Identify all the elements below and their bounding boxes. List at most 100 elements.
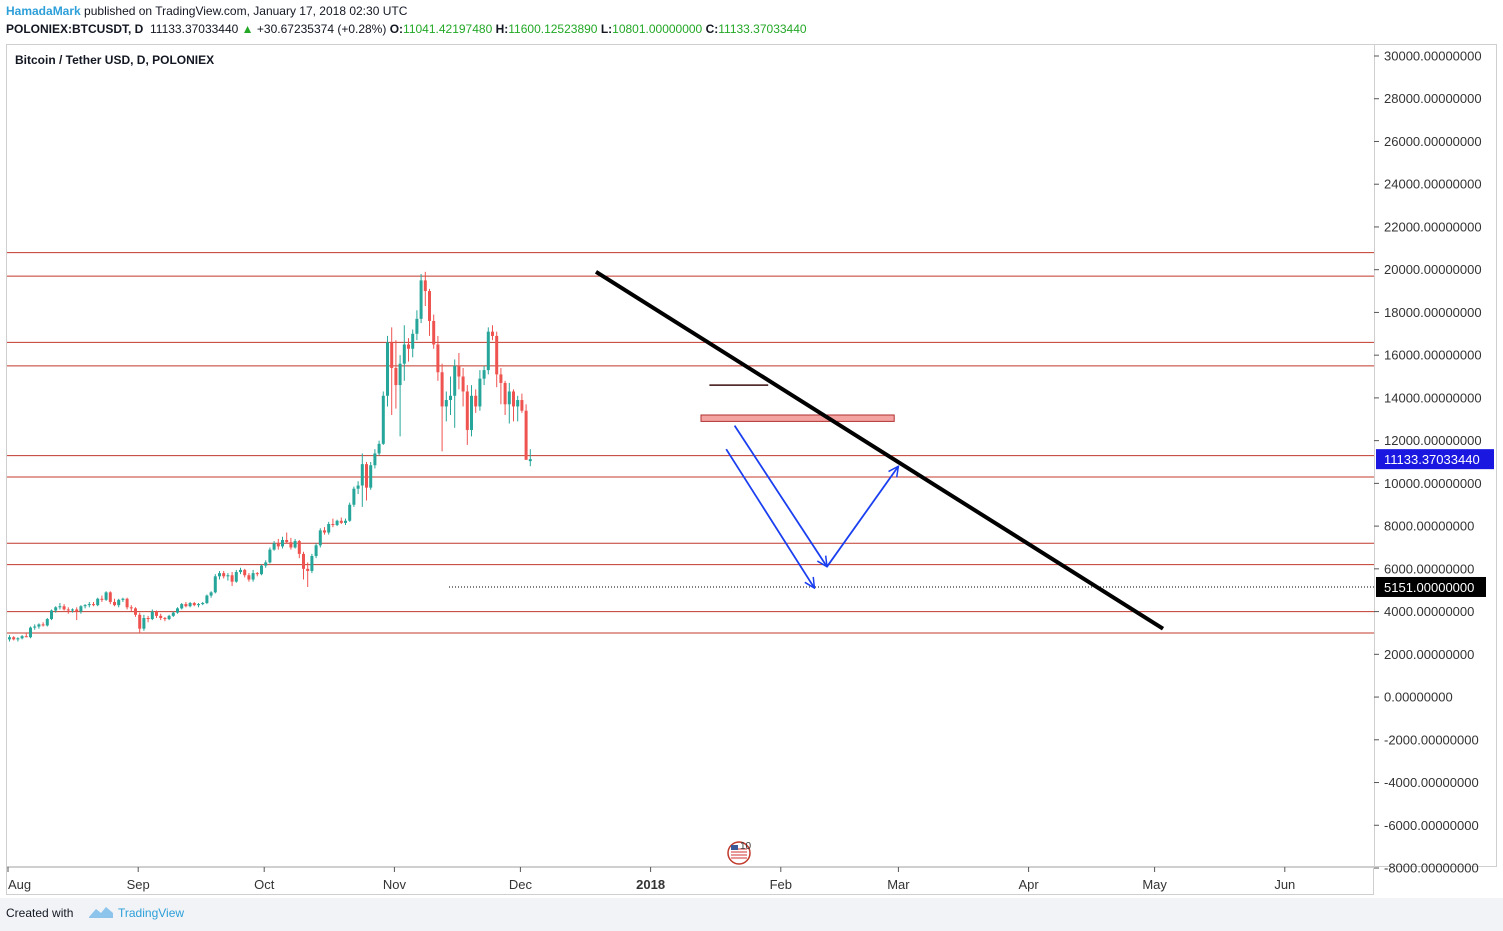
candle-body (365, 464, 368, 488)
candle-body (79, 606, 83, 612)
symbol-code: POLONIEX:BTCUSDT, D (6, 22, 144, 36)
price-tick-label: 20000.00000000 (1384, 262, 1482, 277)
candle-body (20, 636, 24, 639)
candle-body (188, 603, 192, 607)
projection-arrow (725, 448, 814, 588)
candle-body (260, 565, 263, 575)
chart-header: HamadaMark published on TradingView.com,… (0, 0, 1503, 42)
candle-body (491, 331, 494, 336)
symbol-title: Bitcoin / Tether USD, D, POLONIEX (15, 53, 215, 67)
price-tick-label: 16000.00000000 (1384, 348, 1482, 363)
candle-body (167, 615, 171, 620)
candle-body (171, 612, 175, 616)
candle-body (289, 542, 293, 548)
price-change: +30.67235374 (+0.28%) (256, 22, 387, 36)
price-scale[interactable] (1374, 44, 1497, 867)
candle-body (390, 342, 394, 368)
author-link[interactable]: HamadaMark (6, 4, 81, 18)
candle-body (62, 606, 66, 610)
chart-pane[interactable] (6, 44, 1374, 867)
candle-body (125, 598, 129, 608)
ohlc-line: POLONIEX:BTCUSDT, D 11133.37033440 ▲ +30… (6, 22, 807, 36)
published-text: published on TradingView.com, January 17… (84, 4, 408, 18)
time-tick-label: May (1142, 877, 1167, 892)
candle-body (398, 363, 402, 386)
candle-body (528, 459, 532, 462)
candle-body (226, 575, 230, 577)
candle-body (205, 595, 209, 604)
candle-body (524, 410, 528, 460)
candle-body (331, 523, 335, 526)
current-price-box (1376, 449, 1494, 470)
footer: Created with TradingView (0, 898, 1503, 931)
candle-body (41, 624, 45, 626)
candle-body (356, 485, 360, 489)
price-tick-label: 2000.00000000 (1384, 647, 1474, 662)
candle-body (234, 572, 238, 582)
candle-body (142, 617, 146, 629)
price-tick-label: 14000.00000000 (1384, 390, 1482, 405)
price-tick-label: 30000.00000000 (1384, 49, 1482, 64)
candle-body (180, 604, 184, 609)
candle-body (251, 573, 255, 580)
candle-body (33, 626, 37, 628)
candle-body (159, 615, 163, 618)
candle-body (230, 575, 234, 582)
candle-body (503, 382, 507, 405)
candle-body (281, 539, 284, 547)
candle-body (293, 541, 297, 548)
resistance-zone (700, 414, 895, 422)
candle-body (402, 344, 406, 364)
candle-body (54, 607, 58, 611)
candle-body (386, 342, 389, 396)
time-scale[interactable] (6, 867, 1374, 895)
high-label: H: (495, 22, 509, 36)
candle-body (12, 637, 16, 640)
candle-body (83, 605, 87, 607)
candle-body (394, 367, 398, 386)
candle-body (302, 553, 305, 569)
price-tick-label: 26000.00000000 (1384, 134, 1482, 149)
price-tick-label: 22000.00000000 (1384, 219, 1482, 234)
candle-body (436, 344, 440, 373)
candle-body (96, 598, 100, 606)
candle-body (113, 601, 116, 606)
time-tick-label: Jun (1274, 877, 1295, 892)
price-tick-label: 10000.00000000 (1384, 476, 1482, 491)
candle-body (87, 604, 91, 606)
candle-body (50, 610, 53, 620)
price-tick-label: 6000.00000000 (1384, 561, 1474, 576)
candle-body (344, 520, 347, 523)
tradingview-link[interactable]: TradingView (118, 906, 185, 920)
time-tick-label: Oct (254, 877, 275, 892)
candle-body (243, 569, 247, 576)
candle-body (465, 391, 469, 430)
candle-body (512, 391, 515, 407)
candle-body (369, 465, 373, 488)
price-tick-label: -2000.00000000 (1384, 732, 1479, 747)
candle-body (100, 598, 104, 600)
candle-body (276, 543, 280, 547)
price-tick-label: -8000.00000000 (1384, 861, 1479, 876)
candle-body (453, 365, 457, 396)
candle-body (352, 488, 356, 505)
time-tick-label: 2018 (636, 877, 665, 892)
candle-body (499, 374, 503, 383)
candle-body (373, 453, 377, 466)
candle-body (104, 592, 108, 600)
current-price-label: 11133.37033440 (1384, 452, 1480, 467)
candle-body (138, 614, 142, 629)
candle-body (129, 607, 133, 609)
last-price: 11133.37033440 (150, 22, 239, 36)
change-up-icon: ▲ (241, 22, 254, 36)
candle-body (486, 331, 490, 371)
price-tick-label: 18000.00000000 (1384, 305, 1482, 320)
candle-body (58, 606, 62, 608)
support-price-label: 5151.00000000 (1384, 580, 1474, 595)
candle-body (407, 344, 410, 349)
candle-body (45, 619, 49, 626)
candle-body (197, 604, 200, 606)
candle-body (520, 400, 524, 411)
tradingview-logo-icon[interactable] (88, 904, 114, 922)
close-label: C: (705, 22, 719, 36)
